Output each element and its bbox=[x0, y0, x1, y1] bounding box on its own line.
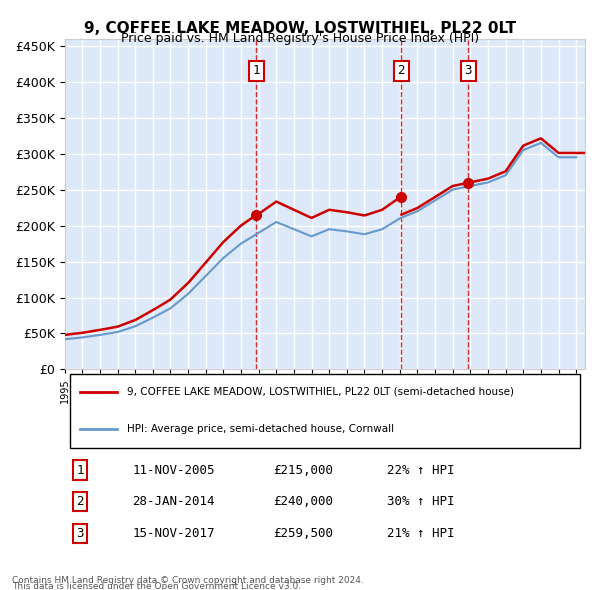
Text: HPI: Average price, semi-detached house, Cornwall: HPI: Average price, semi-detached house,… bbox=[127, 424, 394, 434]
Text: 22% ↑ HPI: 22% ↑ HPI bbox=[387, 464, 455, 477]
Text: 2: 2 bbox=[397, 64, 405, 77]
Text: 3: 3 bbox=[464, 64, 472, 77]
FancyBboxPatch shape bbox=[70, 373, 580, 448]
Text: 11-NOV-2005: 11-NOV-2005 bbox=[132, 464, 215, 477]
Text: 9, COFFEE LAKE MEADOW, LOSTWITHIEL, PL22 0LT: 9, COFFEE LAKE MEADOW, LOSTWITHIEL, PL22… bbox=[84, 21, 516, 35]
Text: 1: 1 bbox=[76, 464, 84, 477]
Text: This data is licensed under the Open Government Licence v3.0.: This data is licensed under the Open Gov… bbox=[12, 582, 301, 590]
Text: 3: 3 bbox=[76, 527, 84, 540]
Text: 1: 1 bbox=[253, 64, 260, 77]
Text: 9, COFFEE LAKE MEADOW, LOSTWITHIEL, PL22 0LT (semi-detached house): 9, COFFEE LAKE MEADOW, LOSTWITHIEL, PL22… bbox=[127, 387, 514, 396]
Text: £240,000: £240,000 bbox=[273, 495, 333, 508]
Text: 15-NOV-2017: 15-NOV-2017 bbox=[132, 527, 215, 540]
Text: Price paid vs. HM Land Registry's House Price Index (HPI): Price paid vs. HM Land Registry's House … bbox=[121, 32, 479, 45]
Text: 30% ↑ HPI: 30% ↑ HPI bbox=[387, 495, 455, 508]
Text: £259,500: £259,500 bbox=[273, 527, 333, 540]
Text: 21% ↑ HPI: 21% ↑ HPI bbox=[387, 527, 455, 540]
Text: 2: 2 bbox=[76, 495, 84, 508]
Text: 28-JAN-2014: 28-JAN-2014 bbox=[132, 495, 215, 508]
Text: £215,000: £215,000 bbox=[273, 464, 333, 477]
Text: Contains HM Land Registry data © Crown copyright and database right 2024.: Contains HM Land Registry data © Crown c… bbox=[12, 576, 364, 585]
